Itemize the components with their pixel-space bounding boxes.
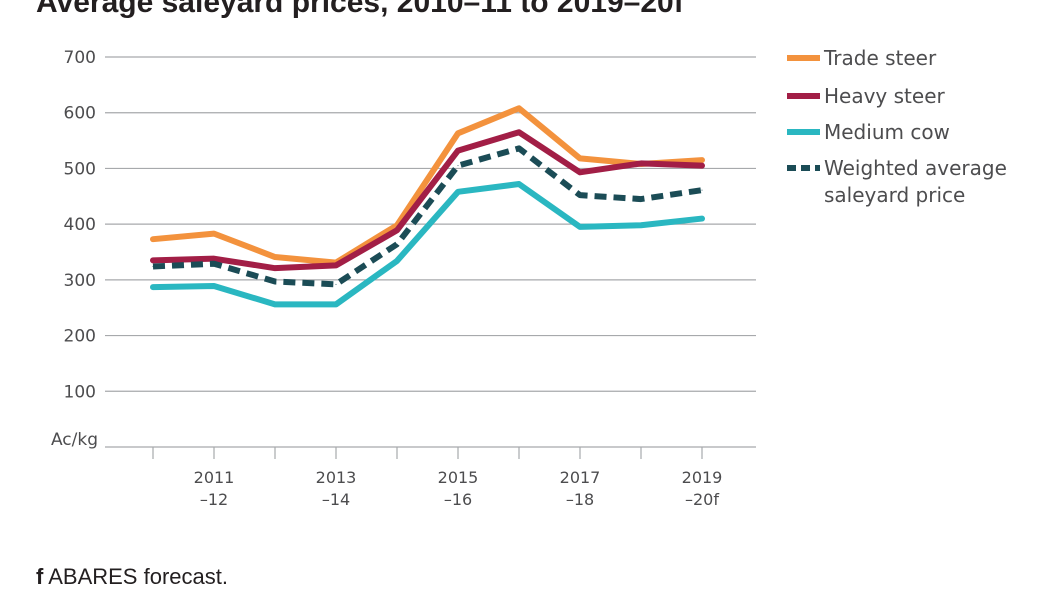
x-tick-label-year: 2017 — [560, 468, 601, 487]
data-point — [213, 233, 215, 235]
x-axis: 2011 –12 2013 –14 2015 –16 2017 –18 2019 –20f — [105, 446, 756, 509]
data-point — [457, 150, 459, 152]
footnote-text: ABARES forecast. — [43, 564, 228, 589]
x-tick-label-year: 2015 — [438, 468, 479, 487]
data-point — [335, 264, 337, 266]
data-point — [274, 256, 276, 258]
data-point — [152, 259, 154, 261]
data-point — [701, 189, 703, 191]
x-tick-label-year: 2011 — [194, 468, 235, 487]
footnote: f ABARES forecast. — [36, 564, 228, 590]
y-tick-label: 700 — [64, 48, 96, 68]
y-tick-label: 400 — [64, 215, 96, 235]
data-point — [274, 303, 276, 305]
data-point — [640, 198, 642, 200]
data-point — [579, 171, 581, 173]
y-tick-label: 100 — [64, 382, 96, 402]
data-point — [213, 263, 215, 265]
data-point — [640, 162, 642, 164]
legend: Trade steer Heavy steer Medium cow Weighted… — [787, 46, 1007, 207]
footnote-mark: f — [36, 564, 44, 589]
data-point — [518, 183, 520, 185]
data-point — [518, 107, 520, 109]
data-point — [396, 243, 398, 245]
data-point — [152, 238, 154, 240]
data-point — [396, 229, 398, 231]
y-axis: 700 600 500 400 300 200 100 Ac/kg — [51, 48, 98, 450]
y-tick-label: 200 — [64, 327, 96, 347]
chart-title: Average saleyard prices, 2010–11 to 2019… — [36, 0, 684, 19]
series-line-1 — [150, 129, 705, 272]
legend-label: Trade steer — [823, 46, 937, 70]
data-point — [274, 267, 276, 269]
data-point — [274, 281, 276, 283]
data-point — [213, 285, 215, 287]
y-tick-label: 600 — [64, 104, 96, 124]
x-tick-label-year: 2019 — [682, 468, 723, 487]
y-axis-unit-label: Ac/kg — [51, 430, 98, 450]
x-tick-label-year: 2013 — [316, 468, 357, 487]
data-point — [701, 165, 703, 167]
y-tick-label: 500 — [64, 159, 96, 179]
series-line-2 — [150, 181, 705, 308]
data-point — [701, 159, 703, 161]
series-line-0 — [150, 105, 705, 266]
data-point — [518, 131, 520, 133]
x-tick-label-suffix: –12 — [200, 490, 228, 509]
data-point — [335, 303, 337, 305]
legend-label: Heavy steer — [824, 84, 946, 108]
data-point — [457, 132, 459, 134]
data-point — [457, 191, 459, 193]
data-point — [213, 258, 215, 260]
legend-label: saleyard price — [824, 183, 965, 207]
x-tick-label-suffix: –14 — [322, 490, 350, 509]
data-point — [579, 194, 581, 196]
series-lines — [150, 105, 705, 308]
data-point — [457, 165, 459, 167]
data-point — [518, 147, 520, 149]
data-point — [701, 218, 703, 220]
data-point — [579, 157, 581, 159]
data-point — [152, 265, 154, 267]
data-point — [396, 260, 398, 262]
y-tick-label: 300 — [64, 271, 96, 291]
legend-label: Weighted average — [824, 156, 1007, 180]
data-point — [335, 283, 337, 285]
x-tick-label-suffix: –18 — [566, 490, 594, 509]
data-point — [579, 226, 581, 228]
x-tick-label-suffix: –16 — [444, 490, 472, 509]
legend-label: Medium cow — [824, 120, 950, 144]
series-line-3 — [152, 145, 703, 288]
line-chart: 700 600 500 400 300 200 100 Ac/kg 2011 –12 2013 –1… — [51, 46, 1007, 509]
data-point — [640, 224, 642, 226]
data-point — [152, 286, 154, 288]
x-tick-label-suffix: –20f — [685, 490, 719, 509]
